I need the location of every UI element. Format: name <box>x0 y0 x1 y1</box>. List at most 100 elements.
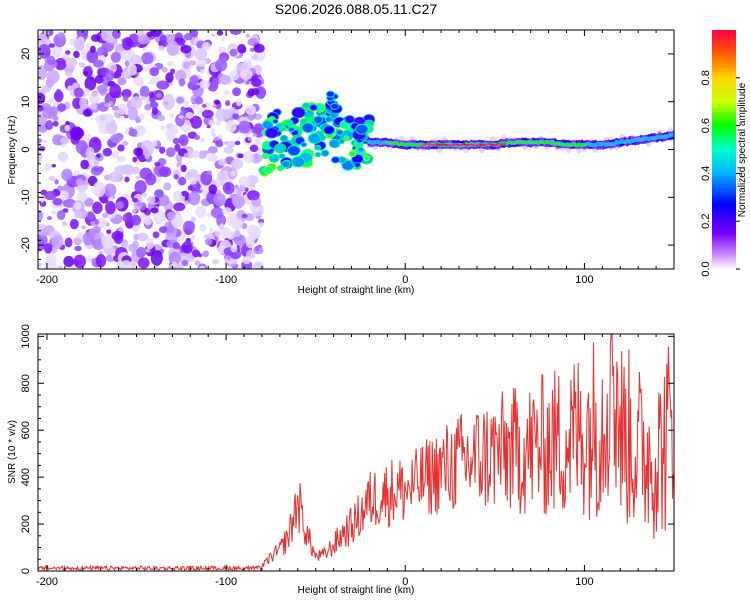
noise-blob <box>95 254 107 268</box>
noise-blob <box>132 197 139 203</box>
noise-blob <box>142 47 147 51</box>
noise-blob <box>201 42 211 51</box>
y-tick-label: 800 <box>20 374 32 392</box>
noise-blob <box>199 223 207 232</box>
noise-blob <box>198 265 206 269</box>
noise-blob <box>192 249 201 258</box>
noise-blob <box>194 96 204 105</box>
noise-blob <box>150 250 163 266</box>
noise-blob <box>38 33 48 47</box>
ridge-blob <box>302 102 310 109</box>
noise-blob <box>189 60 197 66</box>
ridge-halo <box>635 135 642 144</box>
noise-blob <box>159 34 167 45</box>
noise-blob <box>166 211 176 221</box>
noise-blob <box>231 218 243 230</box>
noise-blob <box>139 85 150 99</box>
noise-blob <box>191 103 200 110</box>
colorbar-label: Normalized spectral amplitude <box>737 82 748 217</box>
snr-series-line <box>38 334 674 571</box>
noise-blob <box>54 179 59 185</box>
noise-blob <box>56 210 66 221</box>
noise-blob <box>185 220 195 231</box>
ridge-blob <box>330 102 340 110</box>
ridge-halo <box>629 134 636 143</box>
noise-blob <box>201 104 207 108</box>
chart-title: S206.2026.088.05.11.C27 <box>275 1 438 17</box>
noise-blob <box>124 114 129 119</box>
ridge-halo <box>613 142 620 151</box>
noise-blob <box>225 101 231 107</box>
ridge-blob <box>272 118 279 124</box>
noise-blob <box>250 54 259 61</box>
noise-blob <box>106 229 112 234</box>
noise-blob <box>105 200 116 215</box>
ridge-halo <box>516 138 523 147</box>
noise-blob <box>73 38 85 51</box>
noise-blob <box>127 106 139 121</box>
noise-blob <box>137 34 150 45</box>
noise-blob <box>124 176 130 183</box>
x-tick-label: 0 <box>402 576 408 588</box>
noise-blob <box>178 78 186 87</box>
noise-blob <box>113 232 124 245</box>
noise-blob <box>130 96 143 110</box>
noise-blob <box>254 245 260 252</box>
y-tick-label: 0 <box>20 568 32 574</box>
noise-blob <box>122 37 133 51</box>
ridge-halo <box>602 136 609 145</box>
spectrogram-y-ticks: -20 -10 0 10 20 <box>20 29 674 270</box>
noise-blob <box>217 171 227 182</box>
ridge-blob <box>278 153 286 160</box>
noise-blob <box>74 245 82 252</box>
ridge-halo <box>393 137 400 146</box>
noise-blob <box>233 234 246 246</box>
ridge-halo <box>468 140 475 149</box>
ridge-halo <box>473 140 480 149</box>
noise-blob <box>162 93 175 110</box>
noise-blob <box>229 106 236 115</box>
noise-blob <box>191 150 200 159</box>
noise-blob <box>73 169 80 176</box>
noise-blob <box>206 212 213 218</box>
snr-panel: -200 -100 0 100 0 200 400 600 800 1000 Height of… <box>7 324 675 596</box>
noise-blob <box>86 211 95 221</box>
ridge-blob <box>268 153 280 163</box>
noise-blob <box>121 49 132 62</box>
noise-blob <box>218 158 227 166</box>
noise-blob <box>181 241 193 254</box>
spectrogram-y-label: Frequency (Hz) <box>7 116 18 185</box>
y-tick-label: 20 <box>20 48 32 60</box>
noise-blob <box>38 228 50 237</box>
x-tick-label: -100 <box>215 274 237 286</box>
noise-blob <box>151 106 159 116</box>
noise-blob <box>145 172 157 186</box>
noise-blob <box>56 88 61 93</box>
noise-blob <box>140 95 147 101</box>
y-tick-label: -20 <box>20 237 32 253</box>
noise-blob <box>122 140 129 146</box>
ridge-halo <box>452 143 459 152</box>
noise-blob <box>211 33 216 38</box>
noise-blob <box>169 113 175 118</box>
noise-blob <box>213 99 221 105</box>
spectrogram-x-ticks: -200 -100 0 100 <box>36 30 675 286</box>
noise-blob <box>73 254 86 269</box>
noise-blob <box>38 210 44 222</box>
noise-blob <box>38 233 48 248</box>
ridge-blob <box>314 152 322 158</box>
noise-blob <box>51 209 57 215</box>
ridge-blob <box>291 156 306 168</box>
spectrogram-signal-ridge <box>258 90 674 177</box>
noise-blob <box>174 143 181 152</box>
noise-blob <box>111 150 120 159</box>
noise-blob <box>190 115 203 129</box>
noise-blob <box>130 214 142 226</box>
noise-blob <box>172 190 183 202</box>
noise-blob <box>232 87 242 97</box>
ridge-blob <box>314 144 322 151</box>
noise-blob <box>92 59 104 68</box>
noise-blob <box>89 159 100 167</box>
ridge-blob <box>320 149 330 157</box>
noise-blob <box>241 213 248 219</box>
